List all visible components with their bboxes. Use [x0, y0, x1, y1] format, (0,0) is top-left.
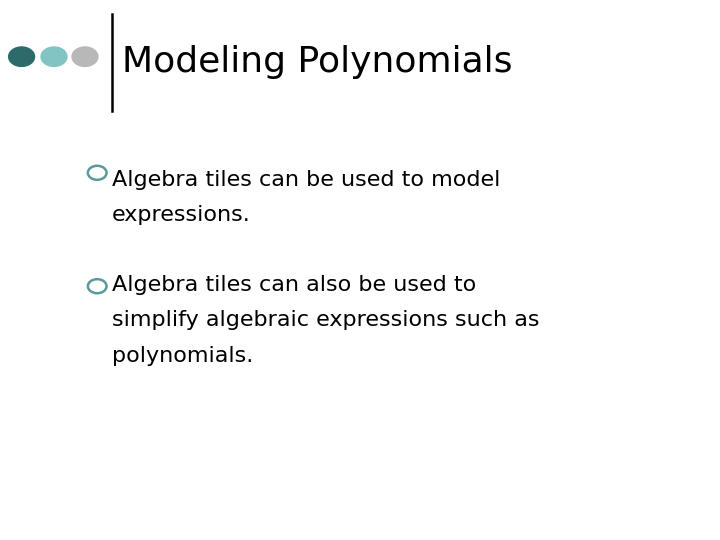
- Text: simplify algebraic expressions such as: simplify algebraic expressions such as: [112, 310, 539, 330]
- Text: expressions.: expressions.: [112, 205, 251, 225]
- Text: Algebra tiles can be used to model: Algebra tiles can be used to model: [112, 170, 500, 190]
- Text: polynomials.: polynomials.: [112, 346, 253, 366]
- Text: Modeling Polynomials: Modeling Polynomials: [122, 45, 513, 79]
- Text: Algebra tiles can also be used to: Algebra tiles can also be used to: [112, 275, 476, 295]
